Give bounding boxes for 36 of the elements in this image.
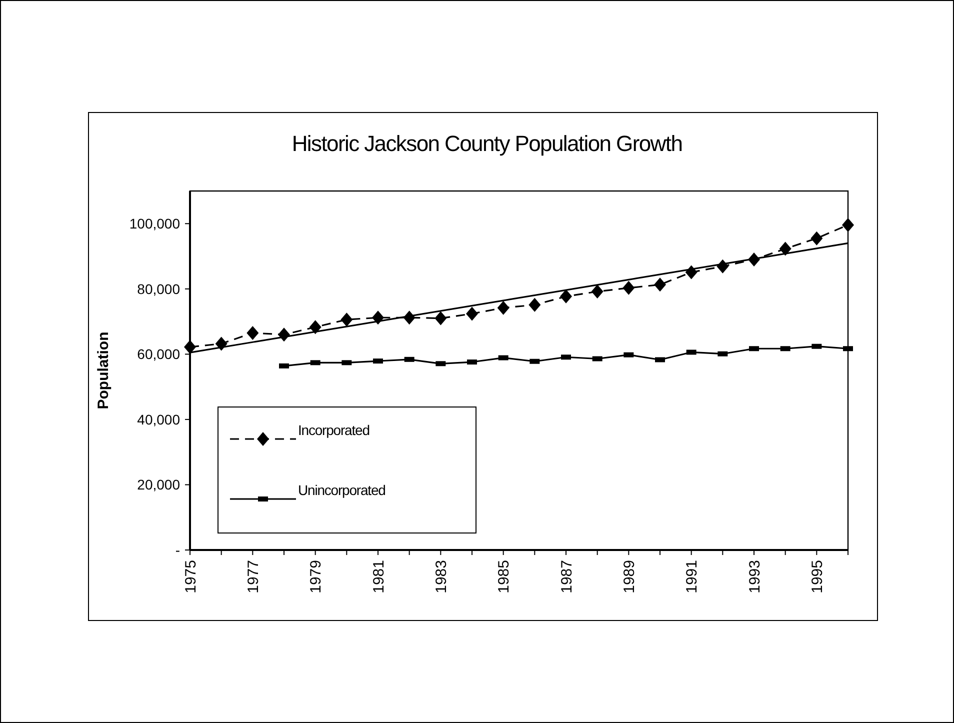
y-tick-label: 60,000 (137, 346, 180, 362)
x-tick-label: 1979 (308, 560, 325, 594)
x-tick-label: 1989 (620, 560, 638, 594)
point (497, 300, 510, 315)
point (466, 306, 478, 321)
legend-label: Incorporated (298, 422, 370, 438)
point (184, 340, 196, 354)
point (528, 298, 541, 312)
x-tick-label: 1995 (808, 560, 826, 594)
chart-title: Historic Jackson County Population Growth (292, 131, 682, 156)
x-tick-label: 1991 (684, 560, 701, 594)
point (246, 326, 259, 340)
y-tick-label: 100,000 (129, 216, 180, 232)
x-tick-label: 1985 (496, 560, 513, 594)
x-tick-label: 1983 (432, 560, 450, 594)
point (810, 231, 823, 246)
point (434, 311, 447, 326)
x-tick-label: 1993 (746, 560, 764, 594)
y-tick-label: 40,000 (137, 411, 180, 428)
point (779, 242, 792, 256)
point (842, 218, 854, 232)
point (591, 284, 604, 299)
point (622, 280, 635, 295)
x-tick-label: 1975 (182, 560, 200, 594)
point (560, 289, 572, 304)
legend-label: Unincorporated (298, 482, 386, 498)
x-tick-label: 1981 (370, 560, 388, 594)
x-tick-label: 1987 (558, 560, 576, 594)
point (654, 278, 666, 292)
x-tick-label: 1977 (244, 560, 262, 594)
point (309, 320, 322, 334)
y-tick-label: 20,000 (137, 476, 180, 493)
point (340, 312, 353, 327)
y-axis-title: Population (95, 332, 112, 410)
y-tick-label: - (175, 542, 180, 558)
y-tick-label: 80,000 (137, 280, 180, 297)
